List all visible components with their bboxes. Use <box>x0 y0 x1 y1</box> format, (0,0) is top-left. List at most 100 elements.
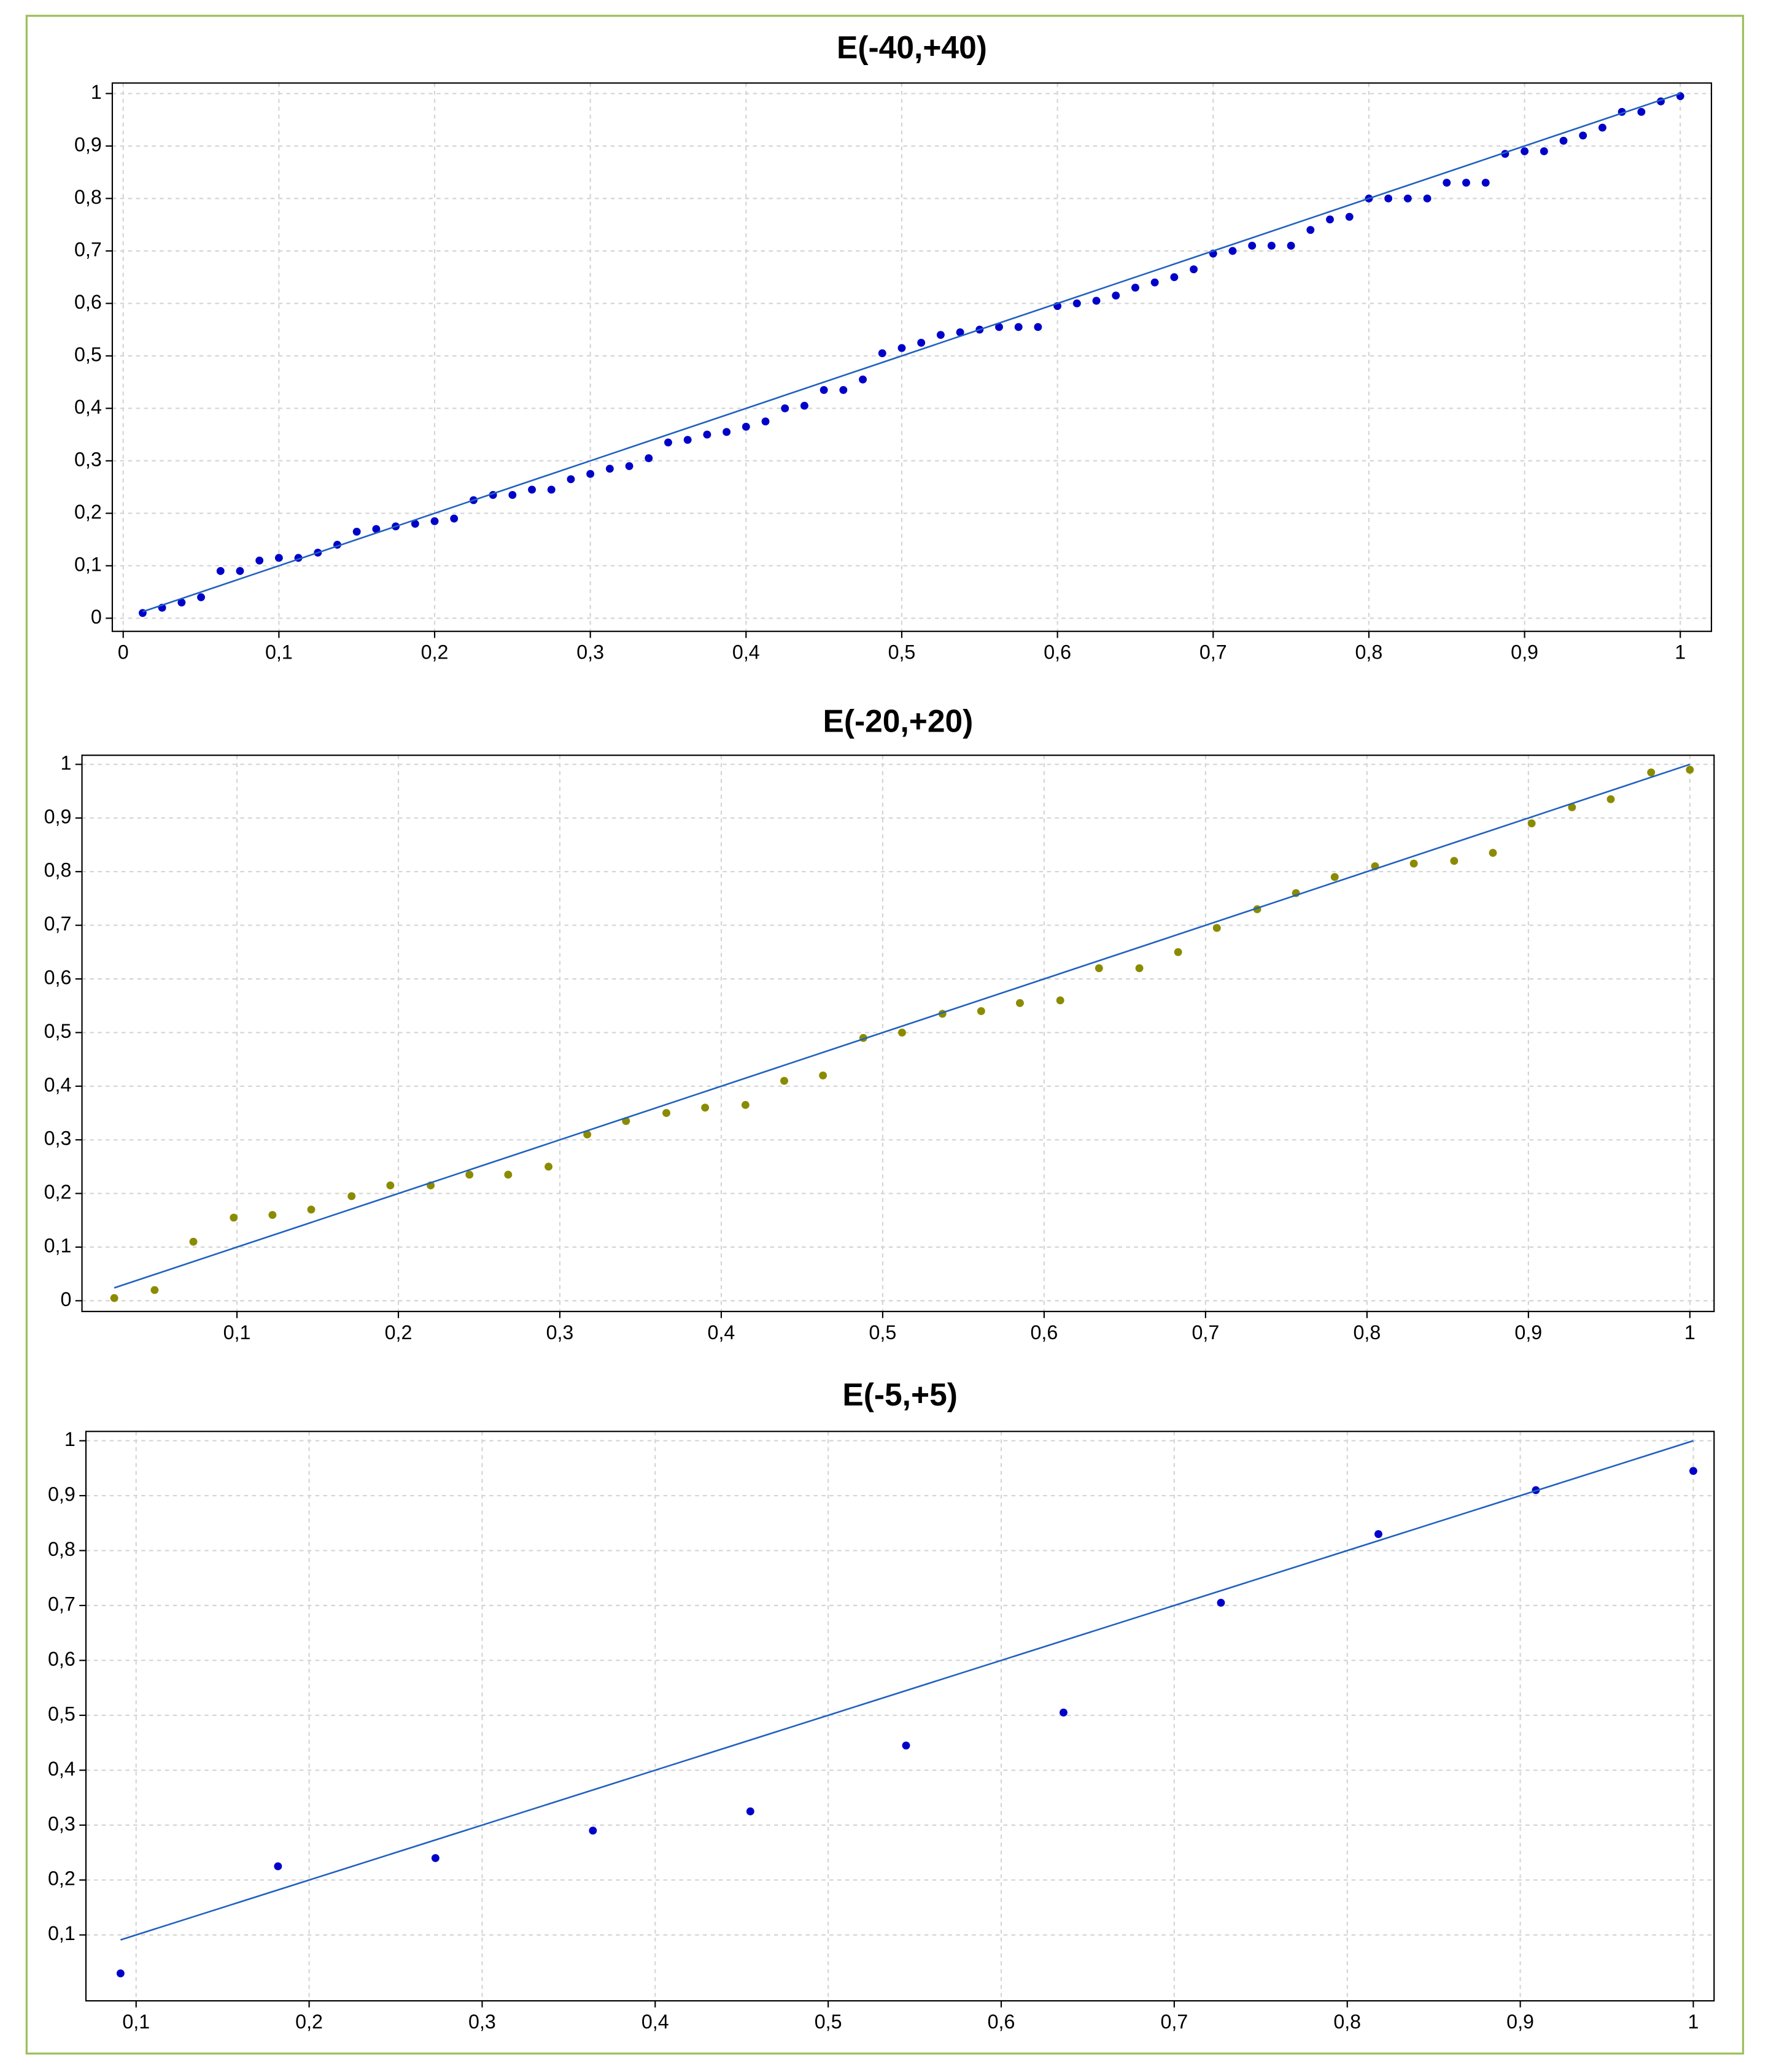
reference-line <box>114 763 1691 1289</box>
x-tick-label: 0,5 <box>815 2011 842 2033</box>
data-point <box>701 1104 710 1112</box>
y-tick-label: 0,1 <box>48 1922 76 1944</box>
data-point <box>197 593 205 601</box>
data-point <box>1326 215 1334 224</box>
data-point <box>589 1827 597 1835</box>
y-tick-label: 0,6 <box>48 1648 76 1670</box>
data-point <box>1056 996 1064 1005</box>
y-tick-label: 0,2 <box>44 1181 72 1203</box>
data-point <box>664 438 672 447</box>
x-tick-label: 0,8 <box>1333 2011 1361 2033</box>
data-point <box>450 514 459 523</box>
data-point <box>1131 284 1139 292</box>
y-tick-label: 0,8 <box>44 859 72 881</box>
data-point <box>1637 107 1646 116</box>
data-point <box>508 490 517 499</box>
plot-border <box>111 82 1713 632</box>
x-tick-label: 0,5 <box>869 1321 897 1343</box>
x-tick-label: 0,6 <box>1031 1321 1058 1343</box>
x-tick-label: 0,7 <box>1199 641 1227 663</box>
y-tick-label: 0,4 <box>74 396 102 418</box>
data-point <box>902 1741 910 1750</box>
data-point <box>781 404 789 412</box>
y-tick-label: 0,8 <box>74 186 102 208</box>
data-point <box>189 1237 198 1246</box>
data-point <box>372 525 381 533</box>
data-point <box>1112 292 1120 300</box>
data-point <box>274 1862 282 1871</box>
y-tick-label: 0,5 <box>44 1020 72 1042</box>
y-tick-label: 0,4 <box>48 1758 76 1780</box>
data-point <box>859 375 867 384</box>
data-point <box>1092 296 1101 305</box>
y-tick-label: 0,7 <box>48 1593 76 1615</box>
data-point <box>255 556 264 565</box>
data-point <box>1489 849 1497 857</box>
x-tick-label: 0,8 <box>1353 1321 1381 1343</box>
y-tick-label: 1 <box>60 752 71 774</box>
data-point <box>116 1969 125 1977</box>
x-tick-label: 1 <box>1684 1321 1695 1343</box>
x-tick-label: 0,1 <box>265 641 293 663</box>
y-tick-label: 1 <box>91 81 102 103</box>
x-tick-label: 0,4 <box>732 641 760 663</box>
data-point <box>820 385 828 394</box>
data-point <box>583 1131 592 1138</box>
data-point <box>274 554 283 562</box>
chart-title: E(-40,+40) <box>837 29 987 65</box>
data-point <box>683 436 692 444</box>
data-point <box>605 465 614 473</box>
data-point <box>898 1028 906 1037</box>
data-point <box>1606 795 1615 803</box>
y-tick-label: 0,3 <box>44 1127 72 1150</box>
plot-border <box>85 1431 1715 2002</box>
data-point <box>1060 1708 1068 1717</box>
reference-line <box>142 93 1681 613</box>
data-point <box>839 385 848 394</box>
data-point <box>1190 265 1198 274</box>
data-point <box>1217 1598 1225 1607</box>
data-point <box>1579 131 1587 140</box>
data-point <box>307 1205 316 1214</box>
x-tick-label: 0,5 <box>888 641 916 663</box>
x-tick-label: 1 <box>1675 641 1686 663</box>
x-tick-label: 0,4 <box>708 1321 735 1343</box>
x-tick-label: 0,7 <box>1160 2011 1188 2033</box>
data-point <box>1527 819 1536 827</box>
x-tick-label: 0,3 <box>468 2011 496 2033</box>
x-tick-label: 0,6 <box>1044 641 1071 663</box>
data-point <box>1228 247 1237 255</box>
data-point <box>625 462 634 470</box>
data-point <box>1248 241 1257 250</box>
y-tick-label: 0,5 <box>74 343 102 365</box>
data-point <box>1014 323 1023 331</box>
data-point <box>977 1007 985 1015</box>
x-tick-label: 0,9 <box>1511 641 1538 663</box>
data-point <box>995 323 1003 331</box>
data-point <box>1443 179 1451 187</box>
data-point <box>347 1192 356 1200</box>
data-point <box>216 566 225 575</box>
chart-title: E(-5,+5) <box>842 1377 958 1412</box>
data-point <box>528 485 536 494</box>
data-point <box>1384 194 1393 203</box>
data-point <box>819 1071 827 1080</box>
y-tick-label: 0,5 <box>48 1703 76 1725</box>
x-tick-label: 0,7 <box>1192 1321 1219 1343</box>
y-tick-label: 1 <box>64 1428 76 1450</box>
y-tick-label: 0,8 <box>48 1538 76 1560</box>
data-point <box>544 1162 552 1171</box>
x-tick-label: 0,4 <box>641 2011 669 2033</box>
data-point <box>431 1854 440 1862</box>
data-point <box>1423 194 1432 203</box>
y-tick-label: 0,3 <box>48 1812 76 1834</box>
data-point <box>567 475 575 484</box>
x-tick-label: 0,9 <box>1506 2011 1534 2033</box>
plot-area <box>82 755 1715 1312</box>
y-tick-label: 0,6 <box>44 967 72 989</box>
data-point <box>936 331 945 339</box>
x-tick-label: 0 <box>118 641 129 663</box>
data-point <box>1676 92 1684 101</box>
data-point <box>703 430 711 439</box>
